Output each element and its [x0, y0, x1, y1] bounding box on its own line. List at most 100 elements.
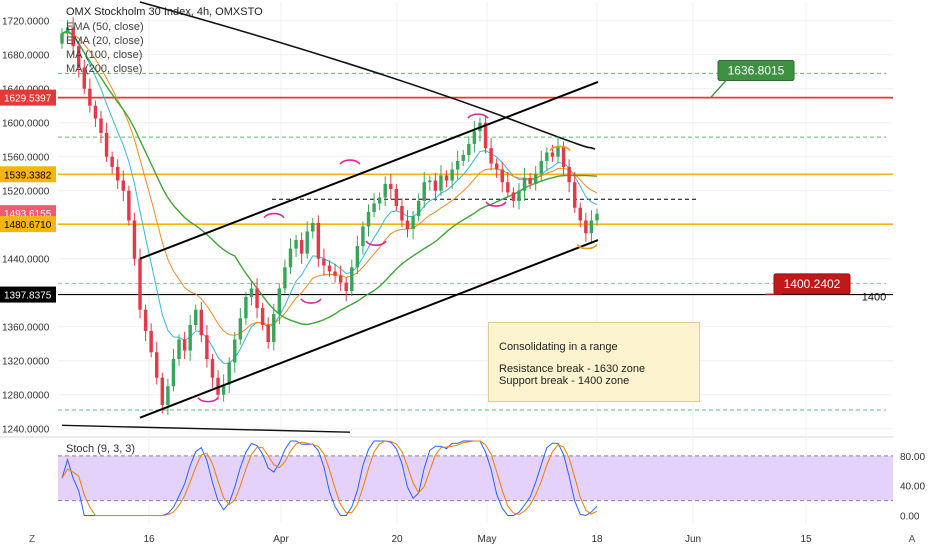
candle-body [338, 275, 343, 283]
candle-body [595, 213, 599, 221]
candle-body [533, 173, 538, 184]
candle-body [127, 190, 131, 221]
candle-body [511, 192, 516, 201]
price-tag-label: 1539.3382 [4, 170, 52, 181]
candle-body [177, 339, 181, 360]
price-axis[interactable]: 1720.00001680.00001640.00001600.00001560… [0, 17, 56, 436]
candle-body [121, 180, 126, 191]
stoch-band [58, 455, 893, 501]
candle-body [467, 143, 471, 156]
x-tick-label: Apr [273, 534, 289, 545]
candle-body [82, 67, 87, 89]
y-tick-label: 1280.0000 [2, 391, 50, 402]
candle-body [60, 33, 64, 44]
time-axis[interactable]: 16 Apr 20 May 18 Jun 15 Z A [29, 534, 916, 545]
candle-body [561, 146, 566, 167]
stoch-tick-label: 80.00 [900, 452, 925, 463]
candle-body [517, 190, 521, 201]
candle-body [372, 203, 376, 212]
candle-body [383, 183, 387, 198]
candle-body [361, 226, 365, 246]
indicator-label: EMA (20, close) [66, 35, 144, 47]
candle-body [450, 169, 454, 181]
note-line-1: Resistance break - 1630 zone [499, 363, 646, 375]
candle-body [272, 313, 276, 343]
candle-body [155, 352, 159, 378]
candle-body [483, 122, 488, 149]
indicator-label: EMA (50, close) [66, 21, 144, 33]
price-tag-label: 1397.8375 [4, 291, 52, 302]
candle-body [589, 220, 594, 234]
callout-pointer [710, 80, 727, 98]
y-tick-label: 1560.0000 [2, 153, 50, 164]
y-tick-label: 1520.0000 [2, 187, 50, 198]
candle-body [188, 325, 192, 351]
candle-body [350, 267, 354, 292]
candle-body [539, 160, 543, 174]
candle-body [227, 362, 231, 385]
x-tick-label: 18 [591, 534, 603, 545]
candle-body [210, 359, 215, 378]
candle-body [93, 105, 98, 119]
candle-body [327, 265, 332, 272]
candle-body [266, 325, 270, 343]
y-tick-label: 1320.0000 [2, 357, 50, 368]
candle-body [556, 146, 560, 157]
candle-body [205, 335, 209, 360]
price-tag-label: 1629.5397 [4, 94, 52, 105]
price-tag [0, 216, 56, 233]
stoch-d-line [61, 440, 598, 516]
candle-body [472, 131, 477, 144]
candle-body [489, 148, 493, 164]
candle-body [394, 189, 399, 207]
chart-title: OMX Stockholm 30 Index, 4h, OMXSTO [66, 6, 263, 18]
candle-body [171, 359, 176, 387]
candle-body [255, 288, 259, 309]
candle-body [182, 339, 187, 351]
candle-body [149, 330, 153, 353]
y-tick-label: 1360.0000 [2, 323, 50, 334]
callout-box [773, 273, 851, 295]
indicator-label: MA (100, close) [66, 49, 142, 61]
callout-box [717, 60, 795, 82]
candle-body [216, 377, 220, 395]
swing-arc [549, 145, 571, 152]
candle-body [428, 180, 432, 183]
x-tick-label: 20 [391, 534, 403, 545]
goto-date-icon: Z [29, 534, 35, 545]
candle-body [244, 296, 248, 319]
callout-label: 1636.8015 [728, 64, 785, 78]
candle-body [294, 240, 298, 249]
channel-lower-line [139, 239, 599, 419]
note-line-2: Support break - 1400 zone [499, 375, 630, 387]
candle-body [311, 223, 315, 232]
candle-body [494, 163, 499, 170]
y-tick-label: 1600.0000 [2, 119, 50, 130]
candle-body [377, 197, 382, 204]
candle-body [422, 182, 426, 201]
annotation-note: Consolidating in a range Resistance brea… [488, 322, 700, 402]
candle-body [439, 175, 443, 191]
candle-body [305, 231, 309, 254]
candle-body [233, 339, 237, 363]
candle-body [344, 282, 348, 292]
candle-body [104, 132, 109, 157]
candle-body [299, 240, 304, 254]
candle-body [221, 384, 226, 395]
candle-body [416, 200, 421, 217]
candle-body [277, 288, 282, 314]
candle-body [138, 258, 142, 310]
trend-drawings [139, 80, 599, 419]
callout-label: 1400.2402 [784, 277, 841, 291]
candle-body [550, 152, 555, 157]
price-tag-label: 1480.6710 [4, 220, 52, 231]
candle-body [316, 223, 321, 259]
stoch-label: Stoch (9, 3, 3) [66, 443, 135, 455]
note-title: Consolidating in a range [499, 341, 618, 353]
candle-body [545, 152, 549, 161]
chart-legend: OMX Stockholm 30 Index, 4h, OMXSTO EMA (5… [66, 6, 263, 75]
swing-arc [365, 240, 387, 247]
candle-body [389, 183, 393, 190]
candle-body [249, 288, 254, 297]
